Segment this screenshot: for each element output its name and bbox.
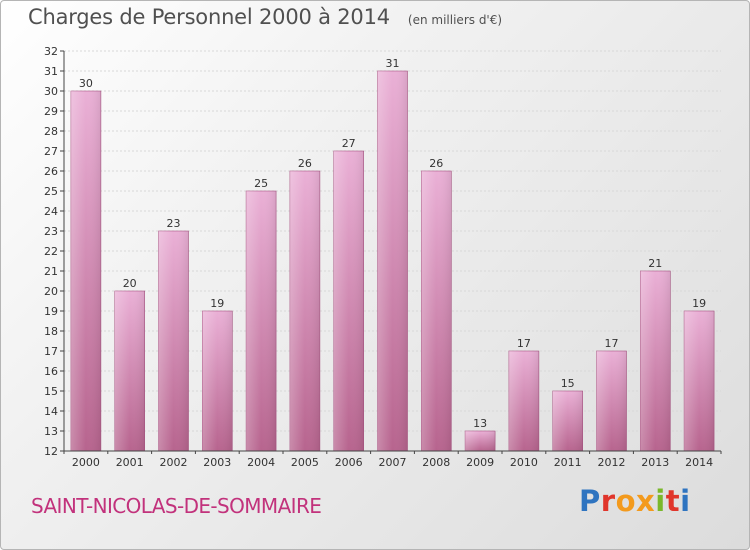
bar-shine xyxy=(508,351,539,451)
x-tick-label: 2011 xyxy=(554,456,582,469)
y-tick-label: 20 xyxy=(44,285,58,298)
y-tick-label: 15 xyxy=(44,385,58,398)
y-tick-label: 30 xyxy=(44,85,58,98)
bar-shine xyxy=(684,311,715,451)
logo-letter: o xyxy=(615,484,637,518)
y-tick-label: 24 xyxy=(44,205,58,218)
value-label: 17 xyxy=(605,337,619,350)
x-tick-label: 2013 xyxy=(641,456,669,469)
value-label: 13 xyxy=(473,417,487,430)
value-label: 26 xyxy=(298,157,312,170)
x-tick-label: 2014 xyxy=(685,456,713,469)
y-tick-label: 21 xyxy=(44,265,58,278)
x-tick-label: 2009 xyxy=(466,456,494,469)
chart-title: Charges de Personnel 2000 à 2014 (en mill… xyxy=(28,5,502,29)
x-tick-label: 2002 xyxy=(160,456,188,469)
x-axis-ticks: 2000 2001 2002 2003 2004 2005 2006 2007 2008 2009… xyxy=(63,451,722,469)
logo-letter: r xyxy=(600,484,616,518)
y-tick-label: 29 xyxy=(44,105,58,118)
place-name: SAINT-NICOLAS-DE-SOMMAIRE xyxy=(31,494,322,518)
bars xyxy=(70,70,715,452)
value-label: 19 xyxy=(692,297,706,310)
chart-subtitle: (en milliers d'€) xyxy=(407,13,503,27)
x-tick-label: 2012 xyxy=(598,456,626,469)
value-label: 19 xyxy=(210,297,224,310)
y-tick-label: 19 xyxy=(44,305,58,318)
y-tick-label: 26 xyxy=(44,165,58,178)
bar-shine xyxy=(465,431,496,451)
x-tick-label: 2005 xyxy=(291,456,319,469)
bar-shine xyxy=(202,311,233,451)
bar-shine xyxy=(114,291,145,451)
value-labels: 30 20 23 19 25 26 27 31 26 13 17 15 17 21 19 xyxy=(79,57,706,430)
bar-shine xyxy=(70,91,101,451)
y-tick-label: 25 xyxy=(44,185,58,198)
y-tick-label: 18 xyxy=(44,325,58,338)
bar-shine xyxy=(377,71,408,451)
value-label: 20 xyxy=(123,277,137,290)
bar-shine xyxy=(552,391,583,451)
y-tick-label: 31 xyxy=(44,65,58,78)
value-label: 26 xyxy=(429,157,443,170)
x-tick-label: 2007 xyxy=(379,456,407,469)
x-tick-label: 2001 xyxy=(116,456,144,469)
logo-letter: P xyxy=(579,484,601,518)
y-tick-label: 12 xyxy=(44,445,58,458)
proxiti-logo: Proxiti xyxy=(579,484,691,518)
x-tick-label: 2004 xyxy=(247,456,275,469)
bar-shine xyxy=(158,231,189,451)
y-tick-label: 22 xyxy=(44,245,58,258)
y-tick-label: 17 xyxy=(44,345,58,358)
logo-letter: i xyxy=(680,484,691,518)
bar-shine xyxy=(289,171,320,451)
y-tick-label: 16 xyxy=(44,365,58,378)
value-label: 25 xyxy=(254,177,268,190)
value-label: 17 xyxy=(517,337,531,350)
y-tick-label: 14 xyxy=(44,405,58,418)
x-tick-label: 2000 xyxy=(72,456,100,469)
value-label: 31 xyxy=(386,57,400,70)
bar-shine xyxy=(246,191,277,451)
x-tick-label: 2008 xyxy=(422,456,450,469)
y-tick-label: 32 xyxy=(44,45,58,58)
bar-shine xyxy=(421,171,452,451)
y-tick-label: 13 xyxy=(44,425,58,438)
y-axis-ticks: 12 13 14 15 16 17 18 19 20 21 22 23 24 25 26 27 28 29 30 31… xyxy=(44,45,64,458)
value-label: 30 xyxy=(79,77,93,90)
bar-shine xyxy=(640,271,671,451)
x-tick-label: 2003 xyxy=(203,456,231,469)
y-tick-label: 28 xyxy=(44,125,58,138)
value-label: 21 xyxy=(648,257,662,270)
value-label: 23 xyxy=(167,217,181,230)
logo-letter: x xyxy=(636,484,656,518)
y-tick-label: 27 xyxy=(44,145,58,158)
logo-letter: i xyxy=(655,484,666,518)
bar-shine xyxy=(596,351,627,451)
value-label: 27 xyxy=(342,137,356,150)
y-tick-label: 23 xyxy=(44,225,58,238)
value-label: 15 xyxy=(561,377,575,390)
x-tick-label: 2010 xyxy=(510,456,538,469)
x-tick-label: 2006 xyxy=(335,456,363,469)
title-text: Charges de Personnel 2000 à 2014 xyxy=(28,5,390,29)
logo-letter: t xyxy=(665,484,681,518)
bar-shine xyxy=(333,151,364,451)
